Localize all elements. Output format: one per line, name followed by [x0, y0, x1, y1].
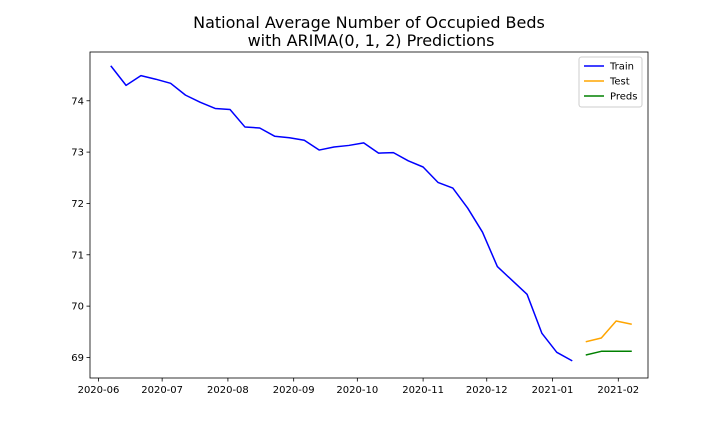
series-line-preds: [585, 350, 632, 356]
axes: 2020-06 2020-07 2020-08 2020-09 2020-10 2020-…: [71, 51, 649, 396]
x-tick-label: 2020-07: [141, 385, 183, 396]
chart-title: National Average Number of Occupied Beds…: [193, 13, 545, 50]
series-line-train: [110, 65, 573, 362]
series-line-test: [585, 320, 632, 343]
legend-box: [578, 56, 643, 108]
legend-label-train: Train: [609, 62, 634, 73]
y-tick-label: 71: [71, 250, 84, 261]
series-lines: [110, 65, 632, 362]
chart-title-line-2: with ARIMA(0, 1, 2) Predictions: [248, 31, 495, 50]
legend-label-test: Test: [609, 77, 630, 88]
y-tick-label: 72: [71, 199, 84, 210]
x-tick-label: 2021-02: [597, 385, 639, 396]
y-tick-label: 74: [71, 96, 84, 107]
x-tick-label: 2020-09: [273, 385, 315, 396]
y-tick-label: 73: [71, 148, 84, 159]
x-tick-label: 2020-10: [336, 385, 378, 396]
x-tick-label: 2021-01: [532, 385, 574, 396]
plot-area: [90, 52, 648, 378]
chart-title-line-1: National Average Number of Occupied Beds: [193, 13, 545, 32]
legend: Train Test Preds: [578, 56, 643, 108]
x-tick-label: 2020-06: [78, 385, 120, 396]
plot-background: [90, 52, 648, 378]
x-tick-label: 2020-11: [402, 385, 444, 396]
y-tick-label: 70: [71, 302, 84, 313]
x-tick-label: 2020-08: [207, 385, 249, 396]
legend-label-preds: Preds: [610, 92, 637, 103]
x-tick-label: 2020-12: [466, 385, 508, 396]
plot-frame: [89, 51, 649, 379]
y-tick-label: 69: [71, 353, 84, 364]
